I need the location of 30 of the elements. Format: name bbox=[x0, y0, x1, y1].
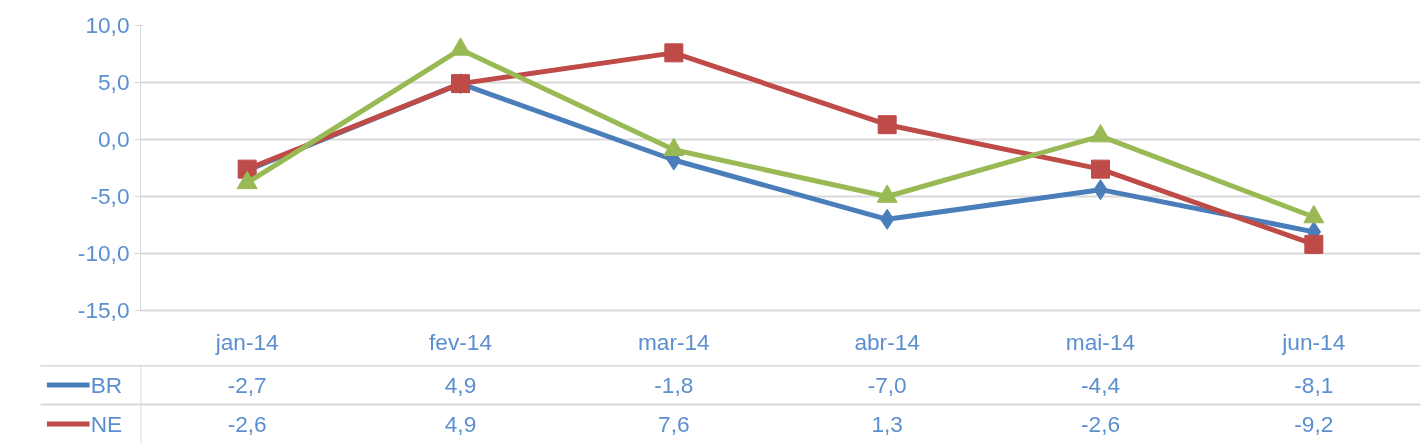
x-tick-label: jan-14 bbox=[214, 328, 279, 355]
y-tick-label: 0,0 bbox=[98, 126, 130, 152]
data-label: -8,1 bbox=[1294, 371, 1334, 398]
point bbox=[1304, 234, 1324, 254]
data-label: -1,8 bbox=[654, 371, 694, 398]
x-tick-label: mai-14 bbox=[1065, 328, 1136, 355]
data-label: -4,4 bbox=[1080, 371, 1121, 398]
point bbox=[664, 43, 684, 63]
y-tick-label: -5,0 bbox=[90, 183, 130, 209]
x-tick-label: jun-14 bbox=[1281, 328, 1346, 355]
y-tick-label: -10,0 bbox=[77, 240, 130, 266]
y-tick-label: -15,0 bbox=[77, 297, 130, 323]
x-tick-label: fev-14 bbox=[429, 328, 492, 355]
data-label: 4,9 bbox=[444, 410, 477, 437]
y-tick-label: 5,0 bbox=[98, 69, 130, 95]
data-label: -2,7 bbox=[227, 371, 267, 398]
data-label: 4,9 bbox=[444, 371, 477, 398]
legend-label: BR bbox=[90, 372, 123, 398]
data-label: -9,2 bbox=[1294, 410, 1334, 437]
y-tick-label: 10,0 bbox=[85, 12, 130, 38]
data-label: -7,0 bbox=[867, 371, 907, 398]
x-tick-label: abr-14 bbox=[854, 328, 920, 355]
point bbox=[877, 115, 897, 135]
point bbox=[1091, 159, 1110, 179]
data-label: 7,6 bbox=[658, 410, 690, 437]
data-label: -2,6 bbox=[227, 410, 267, 437]
x-tick-label: mar-14 bbox=[637, 328, 710, 355]
data-label: -2,6 bbox=[1080, 410, 1121, 437]
legend-label: NE bbox=[90, 411, 123, 437]
data-label: 1,3 bbox=[871, 410, 903, 437]
